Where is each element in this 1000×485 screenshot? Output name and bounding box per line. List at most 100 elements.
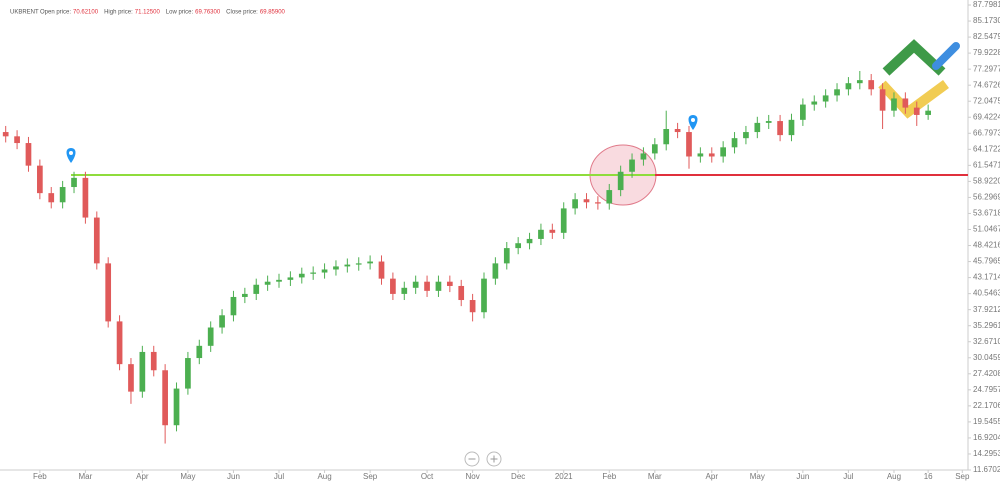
- candle-body: [59, 187, 66, 203]
- x-tick-label: May: [750, 472, 765, 481]
- candle-body: [48, 193, 55, 203]
- candle-body: [674, 128, 681, 133]
- x-tick-label: Jun: [796, 472, 809, 481]
- y-tick-label: 22.17060: [973, 401, 1000, 410]
- field-value: 69.76300: [195, 10, 221, 16]
- candle-body: [925, 110, 931, 115]
- header: UKBRENT Open price: 70.62100 High price: 71…: [10, 10, 286, 16]
- candle-body: [105, 263, 112, 322]
- y-tick-label: 77.29770: [973, 64, 1000, 73]
- candle-body: [14, 136, 20, 144]
- candle-body: [2, 132, 9, 137]
- y-tick-label: 53.67180: [973, 209, 1000, 218]
- candle-body: [913, 107, 920, 115]
- zoom-out-button[interactable]: [464, 451, 480, 467]
- candle-body: [822, 95, 829, 102]
- candle-body: [230, 296, 237, 316]
- candle-body: [572, 199, 578, 209]
- candle-body: [310, 272, 317, 274]
- x-tick-label: Mar: [79, 472, 93, 481]
- candle-body: [629, 159, 635, 172]
- candle-body: [242, 293, 248, 297]
- marker-pin: [688, 115, 698, 130]
- candle-body: [902, 98, 909, 108]
- candle-body: [367, 261, 373, 264]
- candle-body: [481, 278, 487, 313]
- candle-body: [891, 98, 897, 111]
- y-tick-label: 35.29610: [973, 321, 1000, 330]
- candle-body: [344, 264, 351, 267]
- candle-body: [538, 229, 544, 239]
- candle-body: [25, 143, 32, 166]
- candle-body: [731, 138, 738, 148]
- candle-body: [150, 351, 157, 371]
- candle-body: [287, 277, 294, 280]
- candle-body: [583, 199, 590, 203]
- y-tick-label: 37.92120: [973, 305, 1000, 314]
- candle-body: [868, 80, 875, 90]
- zoom-in-button[interactable]: [486, 451, 502, 467]
- y-tick-label: 69.42240: [973, 112, 1000, 121]
- y-tick-label: 51.04670: [973, 225, 1000, 234]
- candle-body: [595, 202, 601, 204]
- candle-body: [321, 269, 328, 273]
- y-tick-label: 11.67020: [973, 465, 1000, 474]
- candle-body: [264, 281, 271, 285]
- candle-body: [834, 89, 840, 96]
- candle-body: [71, 177, 77, 188]
- x-tick-label: Jul: [274, 472, 284, 481]
- field-value: 69.85900: [260, 10, 286, 16]
- candle-body: [549, 229, 556, 233]
- field-value: 71.12500: [135, 10, 161, 16]
- x-tick-label: 16: [924, 472, 933, 481]
- candle-body: [765, 121, 772, 123]
- candle-body: [378, 261, 385, 279]
- y-tick-label: 30.04590: [973, 353, 1000, 362]
- x-tick-label: Feb: [33, 472, 47, 481]
- candle-body: [207, 327, 214, 346]
- candle-body: [401, 287, 408, 294]
- y-tick-label: 48.42160: [973, 241, 1000, 250]
- x-tick-label: Mar: [648, 472, 662, 481]
- candle-body: [800, 104, 806, 120]
- field-label: Low price:: [166, 10, 194, 16]
- x-tick-label: 2021: [555, 472, 573, 481]
- y-tick-label: 85.17300: [973, 16, 1000, 25]
- marker-pin: [66, 148, 76, 163]
- symbol: UKBRENT: [10, 10, 39, 16]
- y-tick-label: 43.17140: [973, 273, 1000, 282]
- candle-body: [492, 263, 499, 279]
- candle-body: [458, 285, 465, 301]
- candle-body: [560, 208, 567, 233]
- candle-body: [253, 284, 260, 294]
- candle-body: [515, 243, 522, 249]
- candle-body: [469, 300, 476, 313]
- candle-body: [196, 345, 203, 359]
- candle-body: [37, 165, 43, 194]
- candle-body: [412, 281, 419, 288]
- y-tick-label: 19.54550: [973, 417, 1000, 426]
- x-tick-label: Jun: [227, 472, 240, 481]
- y-tick-label: 79.92280: [973, 48, 1000, 57]
- field-value: 70.62100: [73, 10, 99, 16]
- y-tick-label: 66.79730: [973, 128, 1000, 137]
- candle-body: [879, 89, 886, 111]
- candle-body: [355, 263, 362, 265]
- candle-body: [219, 315, 225, 328]
- candle-body: [640, 153, 647, 160]
- candle-body: [811, 101, 818, 105]
- y-tick-label: 14.29530: [973, 449, 1000, 458]
- candle-body: [82, 177, 89, 218]
- candle-body: [663, 128, 670, 145]
- candle-body: [651, 144, 658, 154]
- candle-body: [435, 281, 442, 291]
- candle-body: [743, 132, 749, 139]
- x-tick-label: Dec: [511, 472, 525, 481]
- candle-body: [446, 281, 453, 286]
- x-tick-label: Aug: [317, 472, 331, 481]
- logo: [878, 39, 960, 119]
- y-tick-label: 27.42080: [973, 369, 1000, 378]
- y-tick-label: 74.67260: [973, 80, 1000, 89]
